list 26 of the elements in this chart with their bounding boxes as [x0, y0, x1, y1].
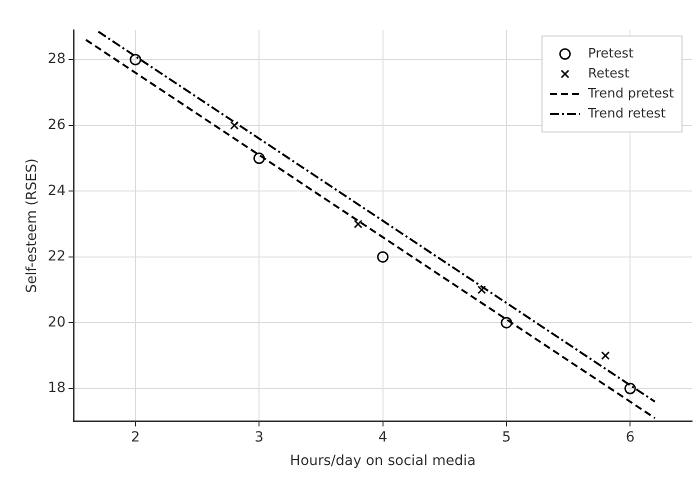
point — [230, 121, 239, 130]
y-axis-title: Self-esteem (RSES) — [24, 158, 40, 293]
y-tick-label: 24 — [48, 182, 66, 199]
point — [377, 251, 389, 263]
legend-label: Retest — [588, 66, 630, 82]
x-tick-label: 3 — [254, 429, 264, 446]
x-tick-label: 6 — [626, 429, 635, 446]
point — [253, 152, 265, 164]
point — [601, 351, 610, 360]
x-tick-label: 2 — [130, 429, 140, 446]
legend-label: Trend retest — [587, 106, 666, 122]
y-tick-label: 22 — [48, 248, 66, 265]
legend-label: Pretest — [588, 46, 634, 62]
x-tick-label: 5 — [502, 429, 511, 446]
y-tick-label: 20 — [48, 314, 66, 330]
point — [354, 220, 362, 228]
y-tick-label: 18 — [48, 380, 66, 396]
x-axis-title: Hours/day on social media — [290, 453, 476, 470]
point — [477, 286, 486, 294]
point — [500, 316, 512, 328]
y-tick-label: 28 — [48, 51, 66, 68]
y-tick-label: 26 — [48, 117, 66, 134]
point — [130, 54, 142, 66]
legend-label: Trend pretest — [587, 86, 674, 102]
point — [624, 382, 636, 394]
x-tick-label: 4 — [378, 429, 388, 446]
